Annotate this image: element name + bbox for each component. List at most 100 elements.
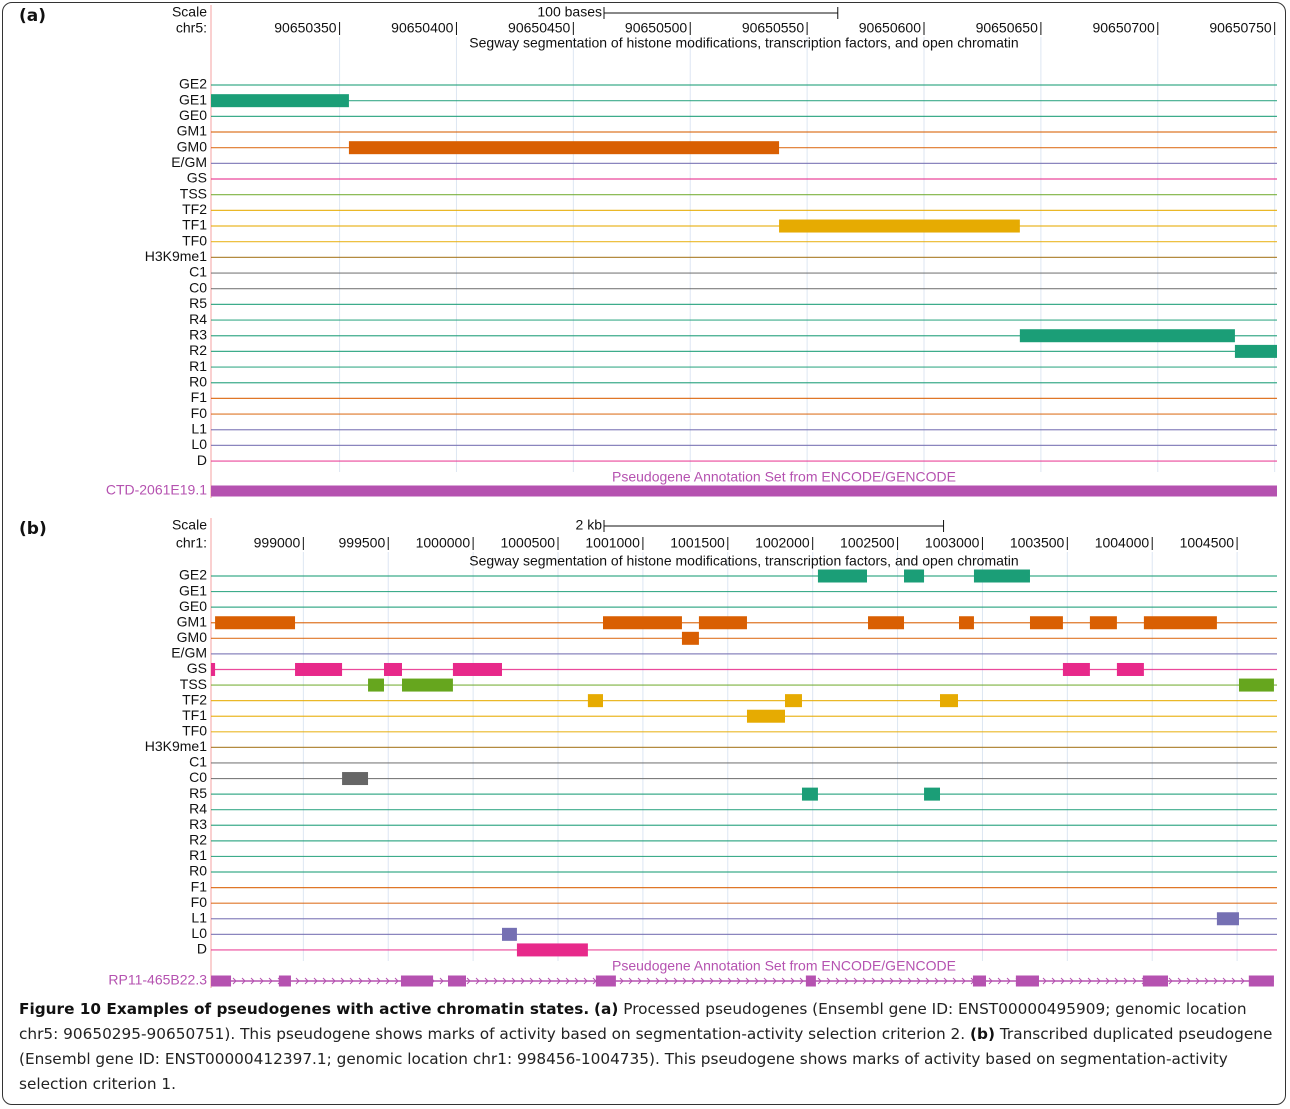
track-title: Segway segmentation of histone modificat…: [469, 35, 1018, 51]
state-label: R5: [189, 785, 207, 801]
state-label: TF0: [182, 723, 207, 739]
track-title: Segway segmentation of histone modificat…: [469, 553, 1018, 569]
strand-arrow: [862, 977, 867, 985]
strand-arrow: [511, 977, 516, 985]
state-label: R1: [189, 847, 207, 863]
gene-name: CTD-2061E19.1: [106, 482, 207, 498]
strand-arrow: [439, 977, 444, 985]
segment: [904, 569, 925, 583]
strand-arrow: [799, 977, 804, 985]
strand-arrow: [835, 977, 840, 985]
state-label: GE0: [179, 107, 207, 123]
segment: [681, 631, 699, 645]
strand-arrow: [772, 977, 777, 985]
x-tick-label: 1003000: [925, 535, 980, 551]
scale-label: Scale: [172, 4, 207, 20]
strand-arrow: [313, 977, 318, 985]
chrom-label: chr5:: [176, 20, 207, 36]
strand-arrow: [394, 977, 399, 985]
strand-arrow: [1168, 977, 1173, 985]
segment: [1116, 662, 1144, 676]
segment: [1143, 616, 1217, 630]
strand-arrow: [925, 977, 930, 985]
caption-label: (b): [970, 1025, 995, 1043]
strand-arrow: [259, 977, 264, 985]
exon: [1142, 975, 1169, 987]
caption-label: (a): [594, 1000, 619, 1018]
x-tick-label: 90650600: [859, 20, 922, 36]
strand-arrow: [880, 977, 885, 985]
segment: [348, 141, 780, 155]
strand-arrow: [1231, 977, 1236, 985]
strand-arrow: [1177, 977, 1182, 985]
strand-arrow: [736, 977, 741, 985]
annotation-title: Pseudogene Annotation Set from ENCODE/GE…: [612, 958, 956, 974]
strand-arrow: [1213, 977, 1218, 985]
segment: [868, 616, 905, 630]
strand-arrow: [475, 977, 480, 985]
exon: [595, 975, 616, 987]
strand-arrow: [340, 977, 345, 985]
strand-arrow: [619, 977, 624, 985]
segment: [779, 219, 1020, 233]
strand-arrow: [1186, 977, 1191, 985]
strand-arrow: [502, 977, 507, 985]
strand-arrow: [709, 977, 714, 985]
segment: [973, 569, 1030, 583]
x-tick-label: 1000000: [416, 535, 471, 551]
segment: [746, 709, 785, 723]
strand-arrow: [655, 977, 660, 985]
strand-arrow: [565, 977, 570, 985]
strand-arrow: [700, 977, 705, 985]
strand-arrow: [547, 977, 552, 985]
strand-arrow: [826, 977, 831, 985]
state-label: D: [197, 941, 207, 957]
strand-arrow: [520, 977, 525, 985]
segment: [801, 787, 818, 801]
strand-arrow: [997, 977, 1002, 985]
segment: [817, 569, 867, 583]
panel-label: (a): [19, 6, 46, 26]
x-tick-label: 90650700: [1092, 20, 1155, 36]
strand-arrow: [376, 977, 381, 985]
x-tick-label: 90650650: [976, 20, 1039, 36]
strand-arrow: [664, 977, 669, 985]
strand-arrow: [853, 977, 858, 985]
state-label: R4: [189, 311, 207, 327]
state-label: R4: [189, 800, 207, 816]
state-label: E/GM: [171, 645, 207, 661]
strand-arrow: [754, 977, 759, 985]
strand-arrow: [1114, 977, 1119, 985]
state-label: GE2: [179, 567, 207, 583]
strand-arrow: [691, 977, 696, 985]
segment: [452, 662, 502, 676]
segment: [959, 616, 974, 630]
x-tick-label: 90650400: [391, 20, 454, 36]
exon: [972, 975, 987, 987]
segment: [1062, 662, 1090, 676]
x-tick-label: 1004500: [1180, 535, 1235, 551]
strand-arrow: [1006, 977, 1011, 985]
state-label: GM0: [177, 138, 208, 154]
strand-arrow: [1240, 977, 1245, 985]
strand-arrow: [628, 977, 633, 985]
strand-arrow: [817, 977, 822, 985]
x-tick-label: 1003500: [1010, 535, 1065, 551]
strand-arrow: [1087, 977, 1092, 985]
x-tick-label: 90650450: [508, 20, 571, 36]
state-label: R0: [189, 863, 207, 879]
x-tick-label: 1001000: [585, 535, 640, 551]
strand-arrow: [1132, 977, 1137, 985]
strand-arrow: [232, 977, 237, 985]
gene-name: RP11-465B22.3: [108, 972, 207, 988]
strand-arrow: [934, 977, 939, 985]
exon: [1015, 975, 1039, 987]
state-label: R2: [189, 342, 207, 358]
x-tick-label: 1004000: [1095, 535, 1150, 551]
state-label: GE2: [179, 76, 207, 92]
strand-arrow: [466, 977, 471, 985]
x-tick-label: 999500: [339, 535, 386, 551]
segment: [368, 678, 384, 692]
strand-arrow: [790, 977, 795, 985]
strand-arrow: [1222, 977, 1227, 985]
